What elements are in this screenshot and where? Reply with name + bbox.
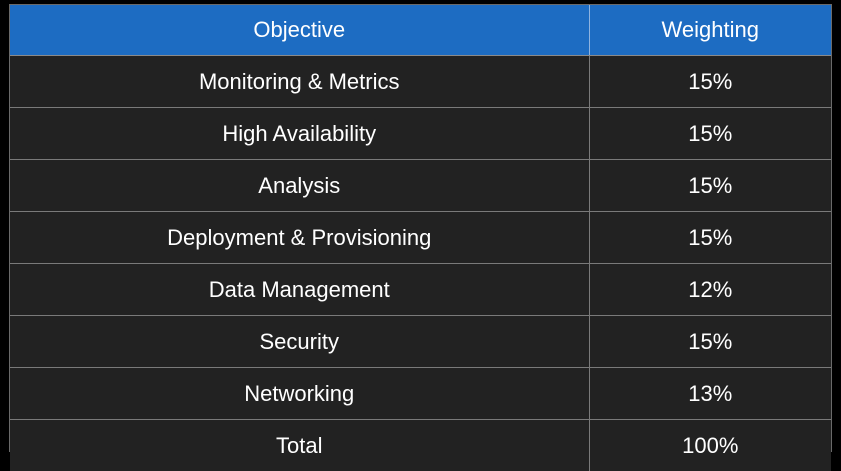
weighting-cell: 15% — [589, 108, 831, 160]
weighting-cell: 15% — [589, 56, 831, 108]
table-row: Deployment & Provisioning 15% — [10, 212, 831, 264]
table-row: Monitoring & Metrics 15% — [10, 56, 831, 108]
weighting-cell: 15% — [589, 212, 831, 264]
weighting-cell: 12% — [589, 264, 831, 316]
table-body: Monitoring & Metrics 15% High Availabili… — [10, 56, 831, 471]
table-row: Security 15% — [10, 316, 831, 368]
header-row: Objective Weighting — [10, 5, 831, 56]
objective-cell: High Availability — [10, 108, 589, 160]
objective-cell: Networking — [10, 368, 589, 420]
header-weighting: Weighting — [589, 5, 831, 56]
objective-cell: Monitoring & Metrics — [10, 56, 589, 108]
total-row: Total 100% — [10, 420, 831, 471]
table-row: High Availability 15% — [10, 108, 831, 160]
table-row: Data Management 12% — [10, 264, 831, 316]
table-header: Objective Weighting — [10, 5, 831, 56]
weighting-cell: 13% — [589, 368, 831, 420]
table-row: Analysis 15% — [10, 160, 831, 212]
header-objective: Objective — [10, 5, 589, 56]
total-value-cell: 100% — [589, 420, 831, 471]
objective-cell: Analysis — [10, 160, 589, 212]
objective-cell: Data Management — [10, 264, 589, 316]
weighting-cell: 15% — [589, 316, 831, 368]
objectives-weighting-table: Objective Weighting Monitoring & Metrics… — [10, 5, 831, 471]
total-label-cell: Total — [10, 420, 589, 471]
weighting-cell: 15% — [589, 160, 831, 212]
objective-cell: Deployment & Provisioning — [10, 212, 589, 264]
table-row: Networking 13% — [10, 368, 831, 420]
objective-cell: Security — [10, 316, 589, 368]
objectives-table-frame: Objective Weighting Monitoring & Metrics… — [9, 4, 832, 452]
